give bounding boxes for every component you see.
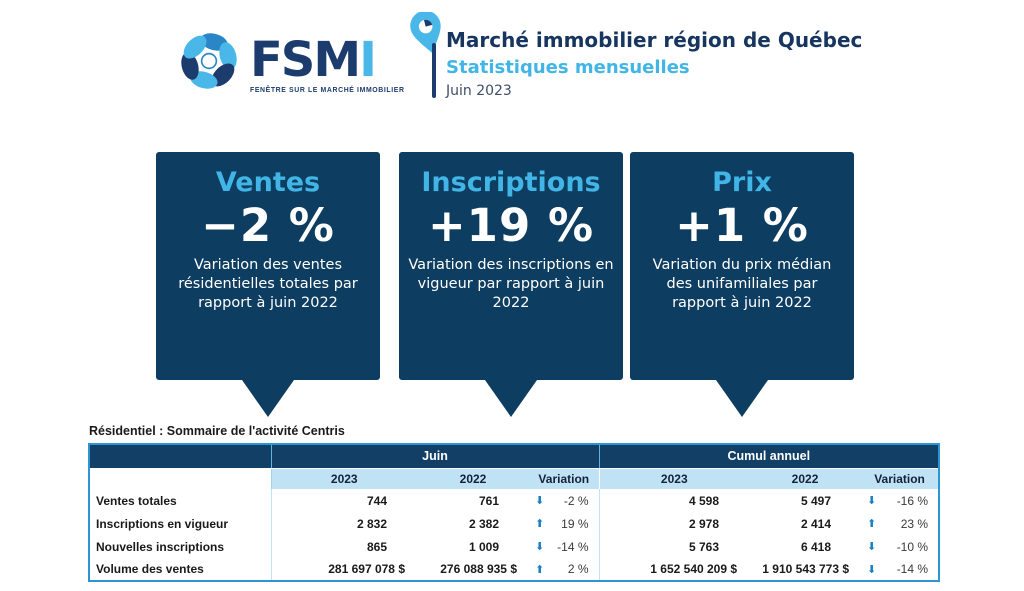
variation-value: -14 % [557, 539, 589, 554]
cell-cumul-variation: ⬇ -10 % [861, 535, 940, 558]
cell-cumul-variation: ⬇ -16 % [861, 489, 940, 512]
col-header-variation: Variation [529, 468, 600, 489]
table-subheader-row: 2023 2022 Variation 2023 2022 Variation [89, 468, 940, 489]
table-row: Volume des ventes 281 697 078 $ 276 088 … [89, 558, 940, 581]
callout-value: −2 % [201, 199, 335, 252]
variation-value: -16 % [896, 493, 929, 508]
header-divider [432, 43, 436, 98]
header-title-block: Marché immobilier région de Québec Stati… [446, 28, 862, 99]
trend-down-icon: ⬇ [535, 494, 545, 507]
fsmi-wordmark: FSM I [250, 12, 441, 88]
cell-juin-2022: 2 382 [417, 512, 529, 535]
cell-juin-2023: 281 697 078 $ [271, 558, 417, 581]
trend-down-icon: ⬇ [867, 494, 877, 507]
col-header-2022: 2022 [749, 468, 862, 489]
callout-title: Prix [712, 167, 772, 198]
trend-down-icon: ⬇ [867, 540, 877, 553]
group-header-juin: Juin [270, 444, 600, 469]
cell-juin-variation: ⬇ -14 % [529, 535, 600, 558]
corner-cell [89, 444, 271, 469]
callout-title: Inscriptions [421, 167, 601, 198]
col-header-2022: 2022 [417, 468, 529, 489]
row-label: Ventes totales [89, 489, 272, 512]
callout-value: +19 % [427, 199, 595, 252]
callout-pointer [242, 380, 294, 417]
fsmi-tagline: FENÊTRE SUR LE MARCHÉ IMMOBILIER [250, 87, 405, 94]
cell-juin-variation: ⬆ 19 % [529, 512, 600, 535]
page-subtitle: Statistiques mensuelles [446, 57, 690, 78]
variation-value: 19 % [561, 516, 589, 531]
col-header-2023: 2023 [598, 468, 750, 489]
callout-description: Variation des inscriptions en vigueur pa… [408, 257, 614, 311]
fsmi-logotype: FSM I FENÊTRE SUR LE MARCHÉ IMMOBILIER [250, 12, 441, 94]
callout-pointer [716, 380, 768, 417]
cell-cumul-2022: 6 418 [749, 535, 862, 558]
trend-up-icon: ⬆ [535, 517, 545, 530]
cell-juin-2023: 744 [271, 489, 417, 512]
callout-title: Ventes [215, 167, 321, 198]
group-header-cumul-annuel: Cumul annuel [598, 444, 940, 469]
trend-up-icon: ⬆ [867, 517, 877, 530]
variation-value: -14 % [896, 562, 929, 576]
location-pin-icon [410, 12, 441, 53]
col-header-variation: Variation [861, 468, 940, 489]
cell-cumul-2023: 5 763 [598, 535, 750, 558]
callout-prix: Prix +1 % Variation du prix médian des u… [630, 152, 854, 417]
trend-down-icon: ⬇ [867, 562, 877, 576]
trend-down-icon: ⬇ [535, 540, 545, 553]
fsmi-acronym-last: I [359, 32, 377, 88]
table-row: Inscriptions en vigueur 2 832 2 382 ⬆ 19… [89, 512, 940, 535]
variation-value: -2 % [563, 493, 589, 508]
callout-description: Variation du prix médian des unifamilial… [652, 257, 832, 311]
callout-ventes: Ventes −2 % Variation des ventes résiden… [156, 152, 380, 417]
table-row: Nouvelles inscriptions 865 1 009 ⬇ -14 %… [89, 535, 940, 558]
callout-pointer [485, 380, 537, 417]
callout-description: Variation des ventes résidentielles tota… [178, 257, 358, 311]
corner-cell [89, 468, 272, 489]
cell-juin-2022: 1 009 [417, 535, 529, 558]
cell-juin-2022: 276 088 935 $ [417, 558, 529, 581]
cell-cumul-2022: 1 910 543 773 $ [749, 558, 862, 581]
table-title: Résidentiel : Sommaire de l'activité Cen… [89, 424, 345, 438]
row-label: Volume des ventes [89, 558, 272, 581]
cell-cumul-2022: 5 497 [749, 489, 862, 512]
row-label: Inscriptions en vigueur [89, 512, 272, 535]
centris-summary-table: Juin Cumul annuel 2023 2022 Variation 20… [88, 443, 941, 582]
cell-juin-2023: 2 832 [271, 512, 417, 535]
report-period: Juin 2023 [446, 83, 512, 99]
fsmi-pinwheel-icon [181, 33, 237, 89]
variation-value: -10 % [896, 539, 929, 554]
cell-juin-variation: ⬇ -2 % [529, 489, 600, 512]
cell-cumul-variation: ⬆ 23 % [861, 512, 940, 535]
cell-juin-variation: ⬆ 2 % [529, 558, 600, 581]
row-label: Nouvelles inscriptions [89, 535, 272, 558]
fsmi-acronym-main: FSM [250, 32, 361, 88]
cell-cumul-2022: 2 414 [749, 512, 862, 535]
page-title: Marché immobilier région de Québec [446, 28, 863, 52]
trend-up-icon: ⬆ [535, 562, 545, 576]
cell-cumul-2023: 1 652 540 209 $ [598, 558, 750, 581]
cell-juin-2022: 761 [417, 489, 529, 512]
variation-value: 23 % [900, 516, 929, 531]
callout-value: +1 % [675, 199, 809, 252]
table-row: Ventes totales 744 761 ⬇ -2 % 4 598 5 49… [89, 489, 940, 512]
callout-inscriptions: Inscriptions +19 % Variation des inscrip… [399, 152, 623, 417]
col-header-2023: 2023 [271, 468, 417, 489]
table-group-header-row: Juin Cumul annuel [89, 444, 940, 469]
cell-cumul-2023: 4 598 [598, 489, 750, 512]
cell-cumul-2023: 2 978 [598, 512, 750, 535]
cell-juin-2023: 865 [271, 535, 417, 558]
variation-value: 2 % [567, 562, 589, 576]
cell-cumul-variation: ⬇ -14 % [861, 558, 940, 581]
